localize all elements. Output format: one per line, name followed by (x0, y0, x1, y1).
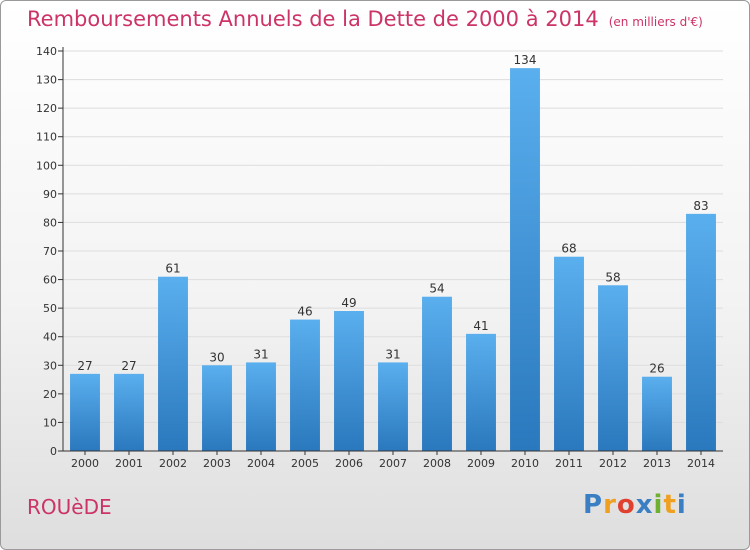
bar-2001 (114, 373, 144, 451)
y-tick-label: 50 (43, 302, 57, 315)
data-label: 68 (561, 242, 576, 256)
data-label: 58 (605, 270, 620, 284)
logo-letter: x (635, 490, 654, 520)
y-tick-label: 100 (36, 159, 57, 172)
x-tick-label: 2009 (467, 457, 495, 470)
x-tick-label: 2005 (291, 457, 319, 470)
x-tick-label: 2010 (511, 457, 539, 470)
title-row: Remboursements Annuels de la Dette de 20… (27, 7, 703, 31)
x-tick-label: 2002 (159, 457, 187, 470)
data-label: 26 (649, 362, 664, 376)
bar-2009 (466, 333, 496, 451)
x-tick-label: 2001 (115, 457, 143, 470)
data-label: 30 (209, 350, 224, 364)
y-tick-label: 40 (43, 331, 57, 344)
x-tick-label: 2013 (643, 457, 671, 470)
y-tick-label: 60 (43, 274, 57, 287)
logo-letter: o (616, 490, 636, 520)
bar-2010 (510, 68, 540, 452)
x-tick-label: 2011 (555, 457, 583, 470)
bar-2003 (202, 365, 232, 451)
bar-2013 (642, 376, 672, 451)
chart-title: Remboursements Annuels de la Dette de 20… (27, 7, 599, 31)
data-label: 54 (429, 282, 444, 296)
y-tick-label: 110 (36, 131, 57, 144)
logo-letter: t (663, 490, 677, 520)
data-label: 31 (253, 347, 268, 361)
logo-letter: i (676, 490, 687, 520)
bar-2008 (422, 296, 452, 451)
y-tick-label: 70 (43, 245, 57, 258)
data-label: 83 (693, 199, 708, 213)
y-tick-label: 0 (50, 445, 57, 458)
y-tick-label: 30 (43, 359, 57, 372)
bars (70, 68, 716, 452)
bar-2002 (158, 276, 188, 451)
labels: 0 10 20 30 40 50 60 70 80 90 100 110 120 130 140 27 2000… (36, 45, 715, 470)
bar-2006 (334, 311, 364, 451)
x-tick-label: 2008 (423, 457, 451, 470)
x-tick-label: 2000 (71, 457, 99, 470)
x-tick-label: 2014 (687, 457, 715, 470)
logo-letter: i (653, 490, 664, 520)
y-tick-label: 80 (43, 216, 57, 229)
x-tick-label: 2003 (203, 457, 231, 470)
y-tick-label: 130 (36, 74, 57, 87)
data-label: 46 (297, 305, 312, 319)
logo-letter: r (603, 490, 617, 520)
y-tick-label: 120 (36, 102, 57, 115)
location-name: ROUèDE (27, 495, 112, 519)
x-tick-label: 2004 (247, 457, 275, 470)
proxiti-logo[interactable]: Proxiti (583, 490, 687, 520)
x-tick-label: 2012 (599, 457, 627, 470)
data-label: 134 (514, 53, 537, 67)
y-tick-label: 10 (43, 416, 57, 429)
data-label: 61 (165, 262, 180, 276)
axes (58, 47, 723, 455)
y-tick-label: 90 (43, 188, 57, 201)
data-label: 31 (385, 347, 400, 361)
bar-2000 (70, 373, 100, 451)
logo-letter: P (583, 490, 604, 520)
bar-2007 (378, 362, 408, 451)
bar-2012 (598, 285, 628, 451)
data-label: 27 (121, 359, 136, 373)
bar-2014 (686, 213, 716, 451)
data-label: 49 (341, 296, 356, 310)
bar-2004 (246, 362, 276, 451)
y-tick-label: 140 (36, 45, 57, 58)
bar-2011 (554, 256, 584, 451)
x-tick-label: 2007 (379, 457, 407, 470)
bar-2005 (290, 319, 320, 451)
data-label: 41 (473, 319, 488, 333)
y-tick-label: 20 (43, 388, 57, 401)
data-label: 27 (77, 359, 92, 373)
chart-subtitle: (en milliers d'€) (608, 15, 703, 29)
x-tick-label: 2006 (335, 457, 363, 470)
